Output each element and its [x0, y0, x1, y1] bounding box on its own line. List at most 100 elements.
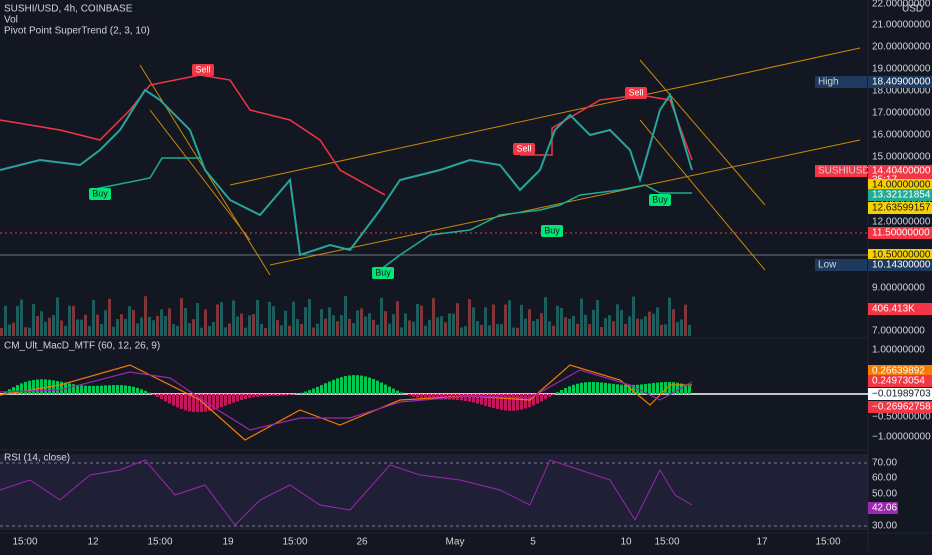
hist-bar — [24, 382, 27, 394]
hist-bar — [544, 394, 547, 399]
volume-bar — [488, 325, 491, 336]
volume-bar — [504, 305, 507, 336]
volume-bar — [92, 300, 95, 336]
volume-bar — [32, 304, 35, 336]
volume-bar — [536, 319, 539, 336]
volume-bar — [216, 304, 219, 336]
volume-bar — [604, 318, 607, 336]
volume-bar — [468, 299, 471, 336]
volume-bar — [40, 311, 43, 336]
hist-bar — [396, 391, 399, 394]
price-tick: 15.00000000 — [872, 152, 931, 163]
hist-bar — [652, 383, 655, 394]
volume-bar — [584, 315, 587, 336]
hist-bar — [572, 385, 575, 394]
hist-bar — [140, 389, 143, 394]
time-tick: 10 — [620, 537, 632, 548]
volume-bar — [476, 321, 479, 336]
volume-bar — [148, 317, 151, 336]
rsi-title: RSI (14, close) — [4, 453, 70, 464]
hist-bar — [160, 394, 163, 399]
hist-bar — [256, 394, 259, 397]
hist-bar — [584, 382, 587, 394]
hist-bar — [172, 394, 175, 406]
volume-bar — [132, 310, 135, 336]
hist-bar — [180, 394, 183, 409]
volume-bar — [580, 299, 583, 336]
hist-bar — [144, 391, 147, 394]
volume-bar — [624, 324, 627, 336]
time-tick: 15:00 — [12, 537, 37, 548]
volume-bar — [428, 320, 431, 336]
volume-bar — [540, 313, 543, 336]
macd-tag: −0.01989703 — [872, 389, 931, 400]
volume-bar — [652, 314, 655, 336]
hist-bar — [524, 394, 527, 409]
volume-bar — [340, 315, 343, 336]
hist-bar — [576, 384, 579, 394]
volume-bar — [60, 320, 63, 336]
tag-value: 10.14300000 — [872, 260, 931, 271]
indicator-label: Pivot Point SuperTrend (2, 3, 10) — [4, 26, 150, 37]
hist-bar — [236, 394, 239, 401]
rsi-tick: 60.00 — [872, 473, 897, 484]
time-tick: 15:00 — [147, 537, 172, 548]
hist-bar — [376, 381, 379, 394]
hist-bar — [284, 394, 287, 395]
volume-bar — [632, 297, 635, 336]
volume-bar — [436, 317, 439, 336]
signal-label: Sell — [628, 87, 643, 97]
signal-label: Sell — [195, 64, 210, 74]
volume-bar — [264, 328, 267, 336]
price-tick: 19.00000000 — [872, 64, 931, 75]
volume-bar — [668, 298, 671, 336]
hist-bar — [536, 394, 539, 404]
hist-bar — [112, 385, 115, 394]
hist-bar — [344, 376, 347, 394]
hist-bar — [232, 394, 235, 403]
hist-bar — [32, 380, 35, 394]
signal-label: Buy — [652, 194, 668, 204]
volume-bar — [360, 308, 363, 336]
volume-bar — [252, 314, 255, 336]
volume-bar — [88, 326, 91, 336]
volume-bar — [72, 306, 75, 336]
volume-bar — [648, 312, 651, 336]
volume-bar — [620, 310, 623, 336]
volume-bar — [168, 308, 171, 336]
hist-bar — [468, 394, 471, 402]
rsi-tick: 30.00 — [872, 521, 897, 532]
volume-bar — [212, 322, 215, 336]
volume-bar — [524, 319, 527, 336]
tag-value: 406.413K — [872, 304, 915, 315]
hist-bar — [348, 375, 351, 394]
volume-bar — [284, 311, 287, 336]
tag-value: 13.32121854 — [872, 190, 931, 201]
volume-bar — [120, 314, 123, 336]
price-tick: 17.00000000 — [872, 108, 931, 119]
volume-bar — [20, 300, 23, 336]
volume-bar — [408, 320, 411, 336]
hist-bar — [128, 386, 131, 394]
hist-bar — [312, 389, 315, 394]
hist-bar — [240, 394, 243, 400]
volume-bar — [236, 316, 239, 336]
time-tick: 15:00 — [654, 537, 679, 548]
hist-bar — [164, 394, 167, 401]
volume-bar — [596, 300, 599, 336]
volume-bar — [84, 315, 87, 336]
volume-bar — [164, 316, 167, 336]
hist-bar — [36, 379, 39, 394]
volume-bar — [600, 327, 603, 336]
price-tick: 12.00000000 — [872, 217, 931, 228]
hist-bar — [264, 394, 267, 396]
volume-bar — [176, 326, 179, 336]
hist-bar — [616, 384, 619, 394]
volume-bar — [452, 314, 455, 336]
volume-bar — [112, 327, 115, 336]
volume-bar — [444, 322, 447, 336]
volume-bar — [572, 316, 575, 336]
volume-bar — [512, 328, 515, 336]
volume-bar — [296, 319, 299, 336]
volume-bar — [324, 319, 327, 336]
